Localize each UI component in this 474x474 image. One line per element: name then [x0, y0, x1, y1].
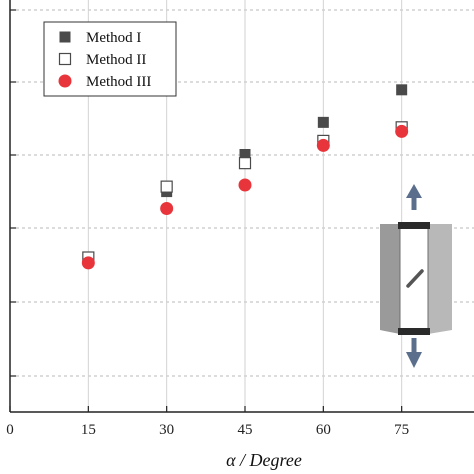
data-point	[239, 149, 251, 160]
x-tick-label: 75	[394, 422, 409, 438]
x-tick-label: 45	[238, 422, 253, 438]
x-tick-label: 0	[6, 422, 14, 438]
legend-label: Method I	[86, 30, 141, 46]
legend-marker	[59, 31, 71, 43]
x-tick-label: 60	[316, 422, 331, 438]
legend-label: Method III	[86, 74, 151, 90]
data-point	[395, 124, 409, 138]
legend-marker	[58, 52, 72, 66]
data-point	[160, 201, 174, 215]
legend-marker	[58, 74, 72, 88]
data-point	[238, 178, 252, 192]
legend-label: Method II	[86, 52, 146, 68]
data-point	[238, 157, 252, 170]
legend: Method I Method II Method III	[43, 21, 177, 97]
data-point	[81, 256, 95, 270]
data-point	[396, 84, 408, 96]
x-tick-label: 15	[81, 422, 96, 438]
data-point	[160, 180, 173, 193]
data-marks	[81, 84, 409, 270]
axes: 0 15 30 45 60 75	[6, 0, 474, 438]
data-point	[316, 138, 330, 152]
x-tick-label: 30	[159, 422, 174, 438]
x-axis-label: α / Degree	[226, 450, 302, 470]
specimen-tension-icon	[380, 184, 452, 368]
data-point	[317, 116, 329, 128]
